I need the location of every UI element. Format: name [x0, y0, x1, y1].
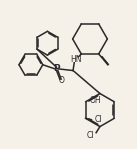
Text: O: O: [58, 76, 64, 85]
Text: OH: OH: [89, 96, 101, 105]
Text: Cl: Cl: [95, 115, 102, 124]
Text: Cl: Cl: [86, 131, 94, 140]
Text: P: P: [53, 64, 60, 73]
Text: HN: HN: [70, 55, 81, 64]
